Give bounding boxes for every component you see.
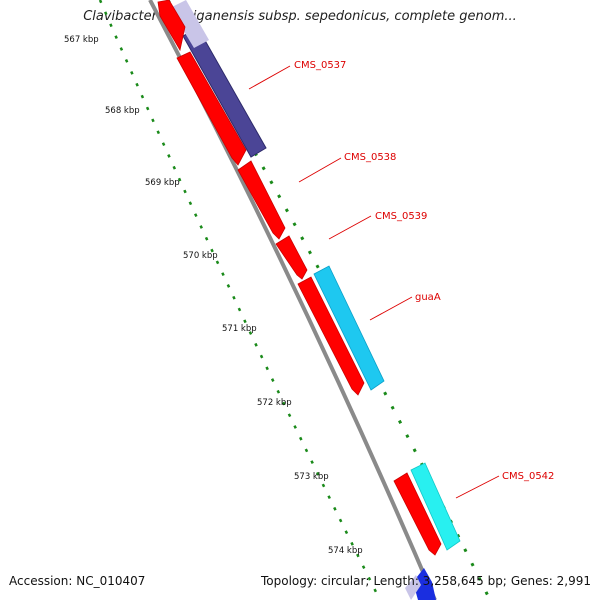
gene-label-cms0538[interactable]: CMS_0538 [344,152,396,163]
gene-block-red-3[interactable] [237,160,286,240]
tick-label-569: 569 kbp [145,178,180,188]
gene-label-leader-cms0542 [455,475,500,499]
gene-label-leader-guaA [369,296,413,321]
gene-label-leader-cms0538 [298,157,342,183]
gene-label-leader-cms0539 [328,215,372,240]
tick-label-572: 572 kbp [257,398,292,408]
gene-block-red-4[interactable] [275,235,308,280]
gene-block-red-5[interactable] [297,276,365,396]
tick-label-573: 573 kbp [294,472,329,482]
genome-stats: Topology: circular; Length: 3,258,645 bp;… [261,574,591,588]
tick-label-570: 570 kbp [183,251,218,261]
tick-label-567: 567 kbp [64,35,99,45]
gene-label-leader-cms0537 [248,65,291,90]
tick-label-574: 574 kbp [328,546,363,556]
gene-block-light-cyan[interactable] [410,462,461,551]
genes-count-text: Genes: 2,991 [510,574,591,588]
gene-block-lavender-bottom[interactable] [405,575,421,600]
gene-label-cms0539[interactable]: CMS_0539 [375,211,427,222]
tick-label-568: 568 kbp [105,106,140,116]
topology-text: Topology: circular; [260,574,370,588]
gene-label-cms0542[interactable]: CMS_0542 [502,471,554,482]
gene-label-guaA[interactable]: guaA [415,292,441,303]
length-text: Length: 3,258,645 bp; [373,574,507,588]
gene-block-blue-bottom[interactable] [413,568,436,600]
gene-block-red-6[interactable] [393,472,442,556]
gc-content-track-inner [98,0,382,600]
tick-label-571: 571 kbp [222,324,257,334]
genome-backbone [148,0,437,600]
gene-label-cms0537[interactable]: CMS_0537 [294,60,346,71]
gene-block-red-2[interactable] [176,51,247,166]
gene-block-red-1[interactable] [157,0,186,52]
gene-block-lavender[interactable] [170,0,209,48]
gene-block-cyan-guaA[interactable] [313,265,385,391]
accession-text: Accession: NC_010407 [9,574,146,588]
